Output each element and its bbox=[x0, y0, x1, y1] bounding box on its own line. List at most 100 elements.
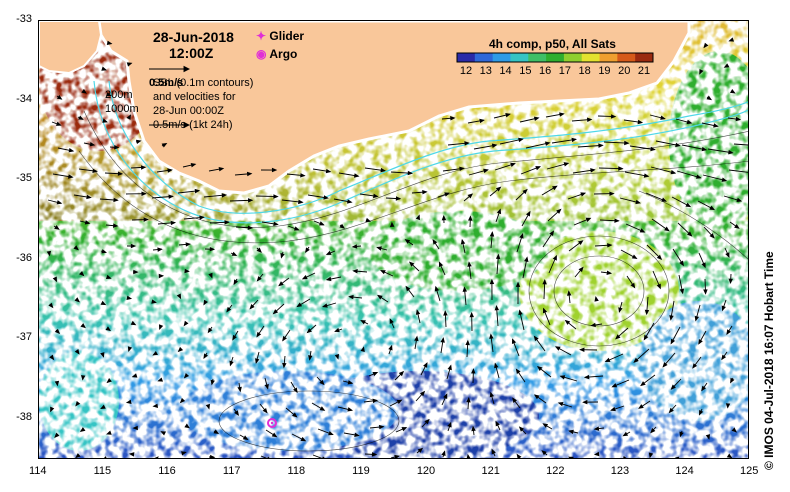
velocity-arrowhead bbox=[441, 450, 446, 457]
velocity-arrowhead bbox=[373, 193, 379, 199]
velocity-arrowhead bbox=[495, 186, 502, 192]
velocity-arrowhead bbox=[679, 288, 685, 295]
velocity-arrowhead bbox=[157, 247, 163, 252]
velocity-arrowhead bbox=[731, 427, 737, 433]
velocity-arrowhead bbox=[735, 116, 742, 122]
velocity-arrowhead bbox=[75, 400, 81, 407]
colorbar-tick-label: 12 bbox=[459, 65, 473, 77]
velocity-arrowhead bbox=[664, 226, 670, 232]
velocity-arrowhead bbox=[100, 352, 105, 358]
velocity-arrowhead bbox=[112, 223, 119, 228]
velocity-arrowhead bbox=[78, 115, 84, 120]
velocity-arrowhead bbox=[190, 162, 197, 168]
velocity-arrowhead bbox=[611, 383, 618, 388]
velocity-arrowhead bbox=[205, 403, 210, 410]
velocity-arrowhead bbox=[278, 281, 284, 287]
velocity-arrowhead bbox=[450, 116, 456, 121]
velocity-arrowhead bbox=[580, 192, 587, 197]
velocity-arrowhead bbox=[213, 429, 220, 434]
velocity-arrowhead bbox=[255, 358, 260, 364]
velocity-arrowhead bbox=[699, 409, 704, 416]
velocity-arrowhead bbox=[447, 364, 452, 371]
velocity-arrowhead bbox=[660, 115, 666, 120]
velocity-arrowhead bbox=[67, 174, 74, 179]
velocity-arrowhead bbox=[703, 42, 709, 49]
velocity-arrowhead bbox=[637, 119, 644, 125]
velocity-arrowhead bbox=[409, 261, 415, 267]
velocity-arrowhead bbox=[143, 217, 149, 222]
velocity-arrowhead bbox=[415, 309, 421, 315]
velocity-arrowhead bbox=[300, 173, 306, 178]
velocity-arrowhead bbox=[518, 309, 523, 316]
colorbar-segment bbox=[617, 53, 636, 62]
colorbar-segment bbox=[457, 53, 476, 62]
velocity-arrowhead bbox=[519, 232, 524, 239]
velocity-arrowhead bbox=[113, 197, 119, 203]
velocity-arrowhead bbox=[49, 354, 55, 361]
colorbar-segment bbox=[599, 53, 618, 62]
longitude-tick-label: 115 bbox=[93, 465, 112, 477]
velocity-date: 28-Jun 00:00Z bbox=[153, 105, 224, 117]
velocity-arrowhead bbox=[432, 238, 438, 245]
velocity-arrowhead bbox=[280, 252, 285, 259]
velocity-arrowhead bbox=[471, 425, 476, 432]
velocity-arrowhead bbox=[494, 362, 499, 369]
velocity-arrowhead bbox=[650, 427, 656, 434]
velocity-arrowhead bbox=[360, 320, 366, 325]
velocity-arrowhead bbox=[736, 197, 743, 203]
colorbar-segment bbox=[474, 53, 494, 62]
velocity-arrowhead bbox=[593, 426, 600, 431]
velocity-arrowhead bbox=[232, 334, 237, 341]
velocity-arrowhead bbox=[535, 166, 542, 171]
velocity-arrowhead bbox=[209, 454, 216, 458]
velocity-arrowhead bbox=[305, 247, 310, 253]
velocity-arrowhead bbox=[557, 402, 564, 407]
velocity-arrowhead bbox=[135, 139, 142, 145]
velocity-arrowhead bbox=[623, 455, 627, 458]
velocity-arrowhead bbox=[237, 386, 242, 393]
velocity-arrowhead bbox=[407, 170, 414, 176]
velocity-arrowhead bbox=[564, 319, 571, 325]
velocity-arrowhead bbox=[233, 279, 239, 286]
velocity-arrowhead bbox=[226, 306, 232, 313]
velocity-arrowhead bbox=[395, 196, 402, 201]
velocity-arrowhead bbox=[489, 391, 495, 398]
velocity-vectors bbox=[46, 37, 748, 458]
velocity-arrowhead bbox=[615, 334, 621, 340]
velocity-arrowhead bbox=[542, 279, 547, 285]
velocity-arrowhead bbox=[126, 114, 131, 120]
velocity-arrowhead bbox=[292, 412, 298, 418]
velocity-arrowhead bbox=[491, 448, 496, 455]
velocity-arrowhead bbox=[515, 281, 521, 287]
velocity-arrowhead bbox=[417, 447, 424, 453]
velocity-arrowhead bbox=[328, 431, 334, 436]
colorbar-tick-label: 19 bbox=[598, 65, 611, 77]
velocity-arrowhead bbox=[229, 360, 234, 367]
velocity-arrowhead bbox=[669, 315, 674, 321]
velocity-arrowhead bbox=[515, 368, 521, 375]
velocity-arrowhead bbox=[293, 387, 298, 394]
velocity-arrowhead bbox=[563, 162, 570, 167]
velocity-arrowhead bbox=[101, 249, 108, 254]
argo-legend-text: Argo bbox=[269, 47, 298, 61]
velocity-arrowhead bbox=[699, 68, 704, 75]
velocity-arrowhead bbox=[443, 310, 448, 316]
velocity-arrowhead bbox=[721, 177, 728, 182]
velocity-arrowhead bbox=[582, 399, 588, 405]
velocity-arrowhead bbox=[378, 424, 385, 430]
velocity-arrowhead bbox=[158, 324, 164, 331]
velocity-arrowhead bbox=[518, 426, 525, 432]
velocity-arrowhead bbox=[593, 451, 600, 457]
velocity-arrowhead bbox=[339, 223, 345, 229]
velocity-arrowhead bbox=[282, 335, 287, 342]
velocity-arrowhead bbox=[516, 453, 522, 458]
velocity-arrowhead bbox=[401, 427, 408, 432]
velocity-arrowhead bbox=[131, 373, 138, 378]
velocity-arrowhead bbox=[199, 215, 205, 220]
velocity-arrowhead bbox=[348, 294, 354, 300]
velocity-arrowhead bbox=[325, 250, 332, 255]
velocity-arrowhead bbox=[262, 407, 268, 414]
velocity-arrowhead bbox=[114, 145, 120, 150]
velocity-arrowhead bbox=[176, 293, 182, 300]
velocity-arrowhead bbox=[590, 322, 596, 328]
